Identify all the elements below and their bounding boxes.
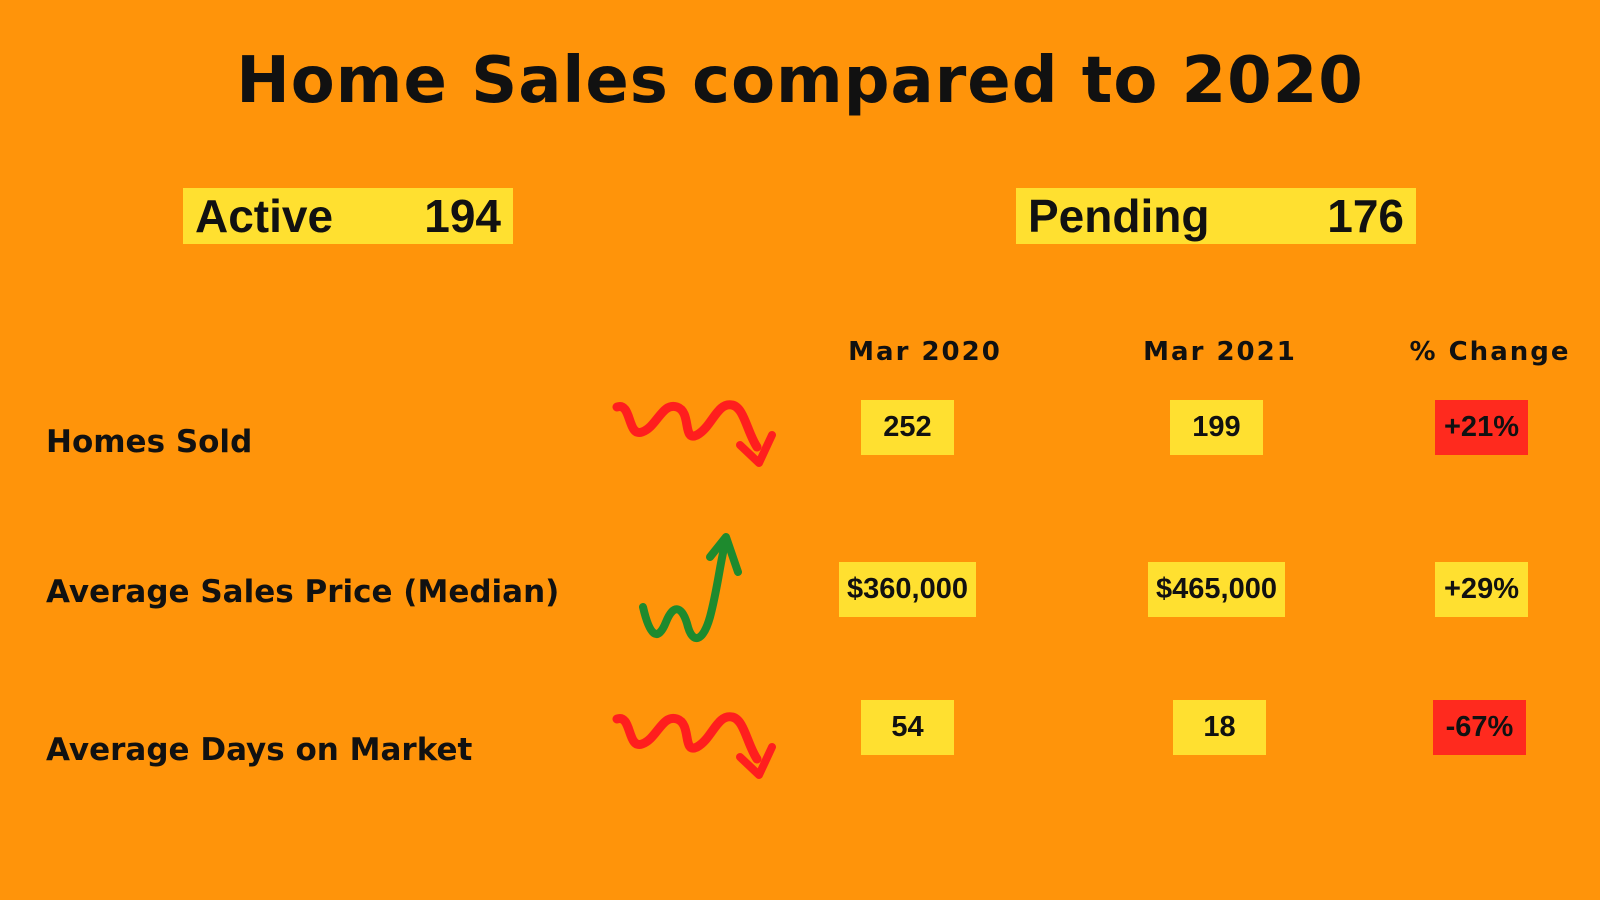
active-value: 194 (424, 190, 501, 242)
sales-price-change: +29% (1435, 562, 1528, 617)
column-header-percent-change: % Change (1409, 337, 1571, 367)
pending-label: Pending (1028, 190, 1210, 242)
row-label-average-sales-price: Average Sales Price (Median) (46, 574, 560, 610)
row-label-days-on-market: Average Days on Market (46, 732, 473, 768)
zigzag-down-arrow-icon (612, 400, 776, 467)
zigzag-up-arrow-icon (639, 533, 742, 642)
sales-price-mar-2020: $360,000 (839, 562, 976, 617)
pending-value: 176 (1327, 190, 1404, 242)
page-title: Home Sales compared to 2020 (236, 44, 1364, 118)
active-label: Active (195, 190, 334, 242)
sales-price-mar-2021: $465,000 (1148, 562, 1285, 617)
active-summary: Active 194 (183, 188, 513, 244)
days-on-market-mar-2021: 18 (1173, 700, 1266, 755)
zigzag-down-arrow-icon (612, 712, 776, 779)
column-header-mar-2020: Mar 2020 (848, 337, 1002, 367)
pending-summary: Pending 176 (1016, 188, 1416, 244)
days-on-market-mar-2020: 54 (861, 700, 954, 755)
days-on-market-change: -67% (1433, 700, 1526, 755)
homes-sold-change: +21% (1435, 400, 1528, 455)
homes-sold-mar-2021: 199 (1170, 400, 1263, 455)
row-label-homes-sold: Homes Sold (46, 424, 253, 460)
column-header-mar-2021: Mar 2021 (1143, 337, 1297, 367)
homes-sold-mar-2020: 252 (861, 400, 954, 455)
